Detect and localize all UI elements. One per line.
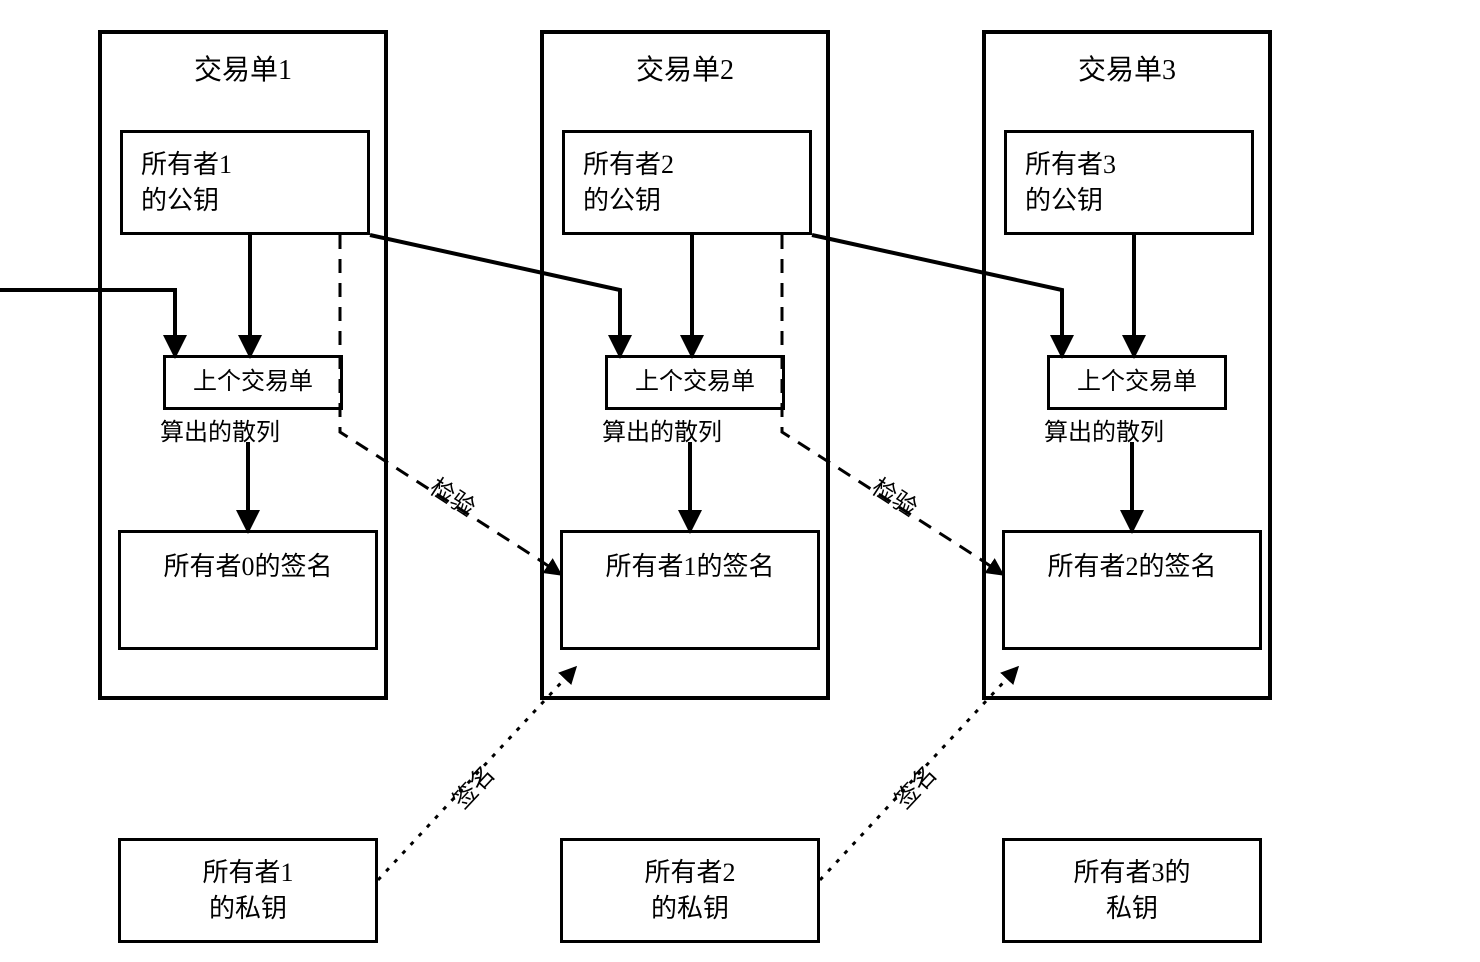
verify-label-1: 检验 [866, 468, 925, 523]
sign-label-0: 签名 [443, 756, 501, 815]
verify-label-0: 检验 [424, 468, 483, 523]
diagram-canvas: 交易单1所有者1的公钥上个交易单算出的散列所有者0的签名所有者1的私钥交易单2所… [0, 0, 1480, 962]
privkey-line2: 的私钥 [651, 894, 729, 923]
pubkey-line2: 的公钥 [583, 186, 661, 215]
pubkey-box-3: 所有者3 的公钥 [1004, 130, 1254, 235]
privkey-line1: 所有者3的 [1073, 858, 1190, 887]
signature-text: 所有者1的签名 [605, 549, 774, 584]
pubkey-line1: 所有者1 [141, 150, 232, 179]
signature-text: 所有者0的签名 [163, 549, 332, 584]
panel-title: 交易单3 [1078, 52, 1176, 90]
hash-box-2: 上个交易单 [605, 355, 785, 410]
pubkey-box-1: 所有者1 的公钥 [120, 130, 370, 235]
hash-box-3: 上个交易单 [1047, 355, 1227, 410]
hash-subtitle-2: 算出的散列 [602, 412, 722, 447]
panel-title: 交易单2 [636, 52, 734, 90]
privkey-box-3: 所有者3的私钥 [1002, 838, 1262, 943]
privkey-box-2: 所有者2 的私钥 [560, 838, 820, 943]
hash-line1: 上个交易单 [1077, 366, 1197, 398]
hash-box-1: 上个交易单 [163, 355, 343, 410]
panel-title: 交易单1 [194, 52, 292, 90]
privkey-line2: 的私钥 [209, 894, 287, 923]
privkey-line1: 所有者1 [202, 858, 293, 887]
privkey-line2: 私钥 [1106, 894, 1158, 923]
pubkey-line2: 的公钥 [1025, 186, 1103, 215]
pubkey-line1: 所有者3 [1025, 150, 1116, 179]
hash-line1: 上个交易单 [193, 366, 313, 398]
pubkey-line2: 的公钥 [141, 186, 219, 215]
signature-box-2: 所有者1的签名 [560, 530, 820, 650]
hash-subtitle-3: 算出的散列 [1044, 412, 1164, 447]
privkey-line1: 所有者2 [644, 858, 735, 887]
sign-label-1: 签名 [885, 756, 943, 815]
signature-box-3: 所有者2的签名 [1002, 530, 1262, 650]
privkey-box-1: 所有者1 的私钥 [118, 838, 378, 943]
signature-text: 所有者2的签名 [1047, 549, 1216, 584]
hash-subtitle-1: 算出的散列 [160, 412, 280, 447]
pubkey-box-2: 所有者2 的公钥 [562, 130, 812, 235]
signature-box-1: 所有者0的签名 [118, 530, 378, 650]
hash-line1: 上个交易单 [635, 366, 755, 398]
pubkey-line1: 所有者2 [583, 150, 674, 179]
